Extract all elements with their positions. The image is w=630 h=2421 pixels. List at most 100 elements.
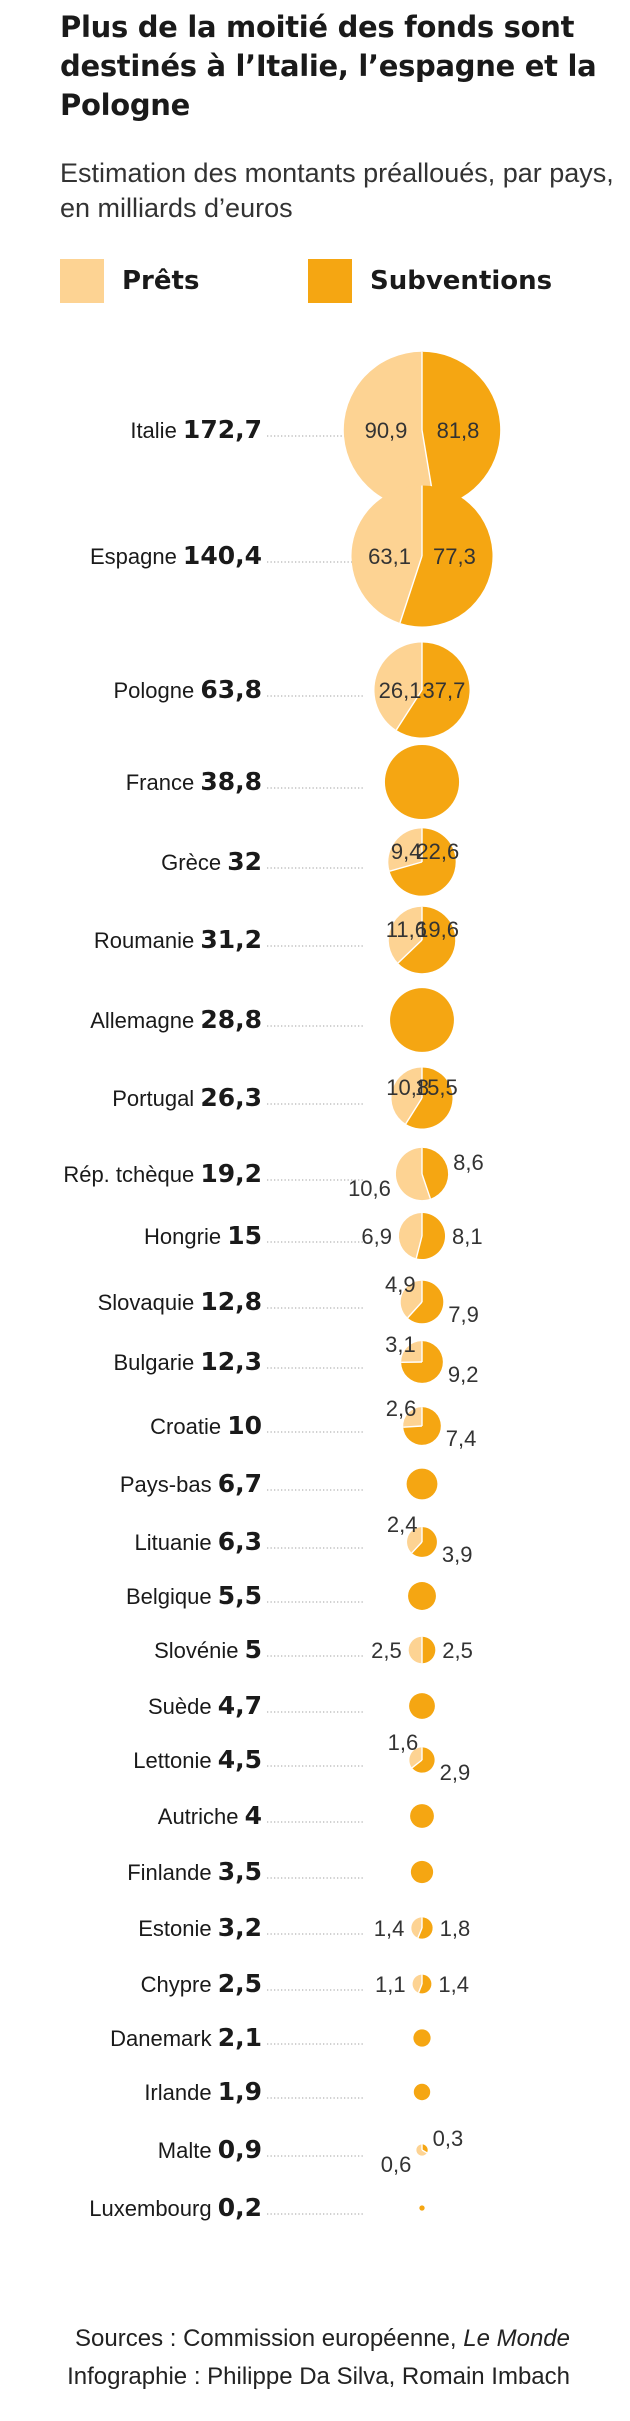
pie-slice-prets-lituanie (407, 1527, 422, 1553)
legend-label-subventions: Subventions (370, 266, 553, 296)
sources-line: Sources : Commission européenne, Le Mond… (0, 2320, 570, 2358)
country-label-rep-tcheque: Rép. tchèque 19,2 (63, 1159, 262, 1188)
country-total: 0,2 (218, 2193, 262, 2222)
country-total: 12,3 (200, 1347, 262, 1376)
country-total: 3,2 (218, 1913, 262, 1942)
value-label-prets-lettonie: 1,6 (388, 1730, 419, 1755)
country-name: Estonie (138, 1916, 218, 1941)
country-total: 63,8 (200, 675, 262, 704)
country-total: 38,8 (200, 767, 262, 796)
country-total: 10 (227, 1411, 262, 1440)
pie-subventions-belgique (408, 1582, 436, 1610)
country-label-suede: Suède 4,7 (148, 1691, 262, 1720)
pie-slice-subventions-bulgarie (401, 1341, 443, 1383)
country-name: France (126, 770, 201, 795)
country-name: Italie (130, 418, 183, 443)
value-label-prets-pologne: 26,1 (379, 678, 422, 703)
country-name: Slovaquie (98, 1290, 201, 1315)
pie-divider-lituanie (411, 1541, 423, 1554)
country-name: Belgique (126, 1584, 218, 1609)
country-total: 4,5 (218, 1745, 262, 1774)
country-total: 26,3 (200, 1083, 262, 1112)
value-label-subventions-roumanie: 19,6 (416, 917, 459, 942)
country-name: Portugal (112, 1086, 200, 1111)
sources-prefix: Sources : Commission européenne, (75, 2325, 464, 2352)
country-name: Croatie (150, 1414, 227, 1439)
country-label-croatie: Croatie 10 (150, 1411, 262, 1440)
country-label-allemagne: Allemagne 28,8 (90, 1005, 262, 1034)
country-label-slovenie: Slovénie 5 (154, 1635, 262, 1664)
country-label-estonie: Estonie 3,2 (138, 1913, 262, 1942)
value-label-subventions-rep-tcheque: 8,6 (453, 1150, 484, 1175)
country-name: Finlande (127, 1860, 218, 1885)
chart-title: Plus de la moitié des fonds sont destiné… (60, 10, 597, 122)
country-label-grece: Grèce 32 (161, 847, 262, 876)
country-total: 2,5 (218, 1969, 262, 1998)
country-name: Slovénie (154, 1638, 245, 1663)
country-label-malte: Malte 0,9 (158, 2135, 262, 2164)
pie-subventions-autriche (410, 1804, 434, 1828)
country-name: Bulgarie (113, 1350, 200, 1375)
country-total: 6,7 (218, 1469, 262, 1498)
pie-divider-hongrie (415, 1235, 423, 1259)
country-total: 4 (245, 1801, 262, 1830)
country-total: 19,2 (200, 1159, 262, 1188)
pie-divider-chypre (417, 1983, 423, 1994)
country-label-portugal: Portugal 26,3 (112, 1083, 262, 1112)
country-total: 140,4 (183, 541, 262, 570)
country-label-hongrie: Hongrie 15 (144, 1221, 262, 1250)
country-total: 4,7 (218, 1691, 262, 1720)
value-label-prets-malte: 0,6 (381, 2152, 412, 2177)
pie-slice-subventions-slovaquie (407, 1280, 444, 1324)
value-label-prets-espagne: 63,1 (368, 544, 411, 569)
sources-credits: Sources : Commission européenne, Le Mond… (0, 2320, 570, 2396)
pie-subventions-france (384, 744, 460, 820)
pie-divider-roumanie (397, 939, 423, 964)
value-label-prets-hongrie: 6,9 (361, 1224, 392, 1249)
country-label-italie: Italie 172,7 (130, 415, 262, 444)
value-label-prets-lituanie: 2,4 (387, 1512, 418, 1537)
pie-divider-rep-tcheque (421, 1173, 432, 1199)
pie-slice-subventions-hongrie (416, 1212, 446, 1260)
country-name: Lituanie (135, 1530, 218, 1555)
country-name: Roumanie (94, 928, 200, 953)
value-label-prets-croatie: 2,6 (386, 1396, 417, 1421)
value-label-prets-roumanie: 11,6 (386, 917, 427, 942)
pie-subventions-irlande (413, 2083, 431, 2101)
legend-label-prets: Prêts (122, 266, 200, 296)
country-total: 5 (245, 1635, 262, 1664)
pie-slice-prets-bulgarie (401, 1341, 422, 1363)
country-label-lettonie: Lettonie 4,5 (133, 1745, 262, 1774)
country-name: Lettonie (133, 1748, 217, 1773)
country-total: 28,8 (200, 1005, 262, 1034)
pie-slice-subventions-slovenie (422, 1636, 436, 1664)
country-name: Pologne (113, 678, 200, 703)
country-label-irlande: Irlande 1,9 (144, 2077, 262, 2106)
value-label-subventions-pologne: 37,7 (422, 678, 465, 703)
pie-slice-subventions-rep-tcheque (422, 1147, 449, 1199)
country-name: Irlande (144, 2080, 217, 2105)
pie-divider-slovaquie (407, 1301, 423, 1319)
pie-divider-croatie (403, 1425, 423, 1428)
value-label-subventions-lettonie: 2,9 (440, 1760, 471, 1785)
country-label-roumanie: Roumanie 31,2 (94, 925, 262, 954)
pie-divider-estonie (417, 1927, 423, 1939)
pie-subventions-finlande (410, 1860, 434, 1884)
value-label-prets-italie: 90,9 (365, 418, 408, 443)
country-total: 15 (227, 1221, 262, 1250)
pie-slice-subventions-pologne (396, 642, 470, 738)
pie-slice-prets-lettonie (409, 1747, 422, 1768)
sources-publication: Le Monde (463, 2325, 570, 2352)
value-label-subventions-portugal: 15,5 (415, 1075, 458, 1100)
country-label-belgique: Belgique 5,5 (126, 1581, 262, 1610)
country-label-finlande: Finlande 3,5 (127, 1857, 262, 1886)
country-total: 3,5 (218, 1857, 262, 1886)
country-label-danemark: Danemark 2,1 (110, 2023, 262, 2052)
value-label-prets-chypre: 1,1 (375, 1972, 406, 1997)
country-total: 172,7 (183, 415, 262, 444)
pie-slice-subventions-portugal (405, 1067, 453, 1129)
pie-slice-prets-croatie (403, 1407, 422, 1428)
country-name: Suède (148, 1694, 218, 1719)
country-total: 31,2 (200, 925, 262, 954)
